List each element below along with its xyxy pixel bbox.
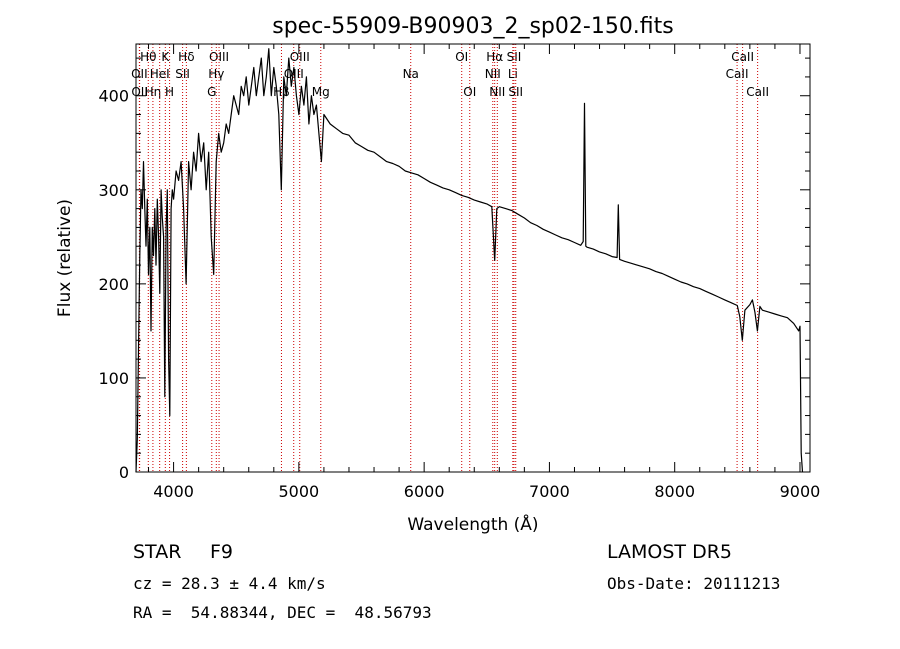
spectral-line-label: SII	[507, 50, 522, 64]
spectral-line-label: H	[165, 85, 174, 99]
x-tick-label: 4000	[153, 482, 194, 501]
y-tick-label: 0	[119, 463, 129, 482]
spectral-line-label: SII	[508, 85, 523, 99]
spectral-line-label: NII	[489, 85, 505, 99]
survey-release: LAMOST DR5	[607, 541, 732, 563]
x-tick-label: 8000	[654, 482, 695, 501]
chart-title: spec-55909-B90903_2_sp02-150.fits	[272, 14, 674, 39]
y-tick-label: 300	[98, 181, 129, 200]
spectral-line-label: K	[161, 50, 170, 64]
y-tick-label: 400	[98, 87, 129, 106]
spectral-line-label: Li	[508, 67, 518, 81]
spectral-line-label: Hδ	[178, 50, 194, 64]
spectral-line-label: OIII	[209, 50, 229, 64]
spectral-line-label: Hθ	[140, 50, 156, 64]
x-tick-label: 5000	[279, 482, 320, 501]
spectral-line-label: CaII	[731, 50, 754, 64]
x-tick-label: 9000	[780, 482, 821, 501]
spectral-line-label: NII	[485, 67, 501, 81]
spectral-line-label: Mg	[312, 85, 330, 99]
spectral-line-label: Hη	[145, 85, 162, 99]
spectral-line-label: OIII	[290, 50, 310, 64]
spectral-line-label: Hγ	[208, 67, 224, 81]
spectral-line-label: G	[207, 85, 216, 99]
y-tick-label: 200	[98, 275, 129, 294]
sky-coordinates: RA = 54.88344, DEC = 48.56793	[133, 603, 432, 622]
spectral-line-label: OI	[463, 85, 476, 99]
spectral-line-label: OI	[455, 50, 468, 64]
y-tick-label: 100	[98, 369, 129, 388]
spectral-line-label: OIII	[284, 67, 304, 81]
spectrum-series-line	[135, 48, 804, 473]
object-subclass: F9	[210, 541, 234, 563]
observation-date: Obs-Date: 20111213	[607, 574, 781, 593]
spectral-line-label: Na	[403, 67, 419, 81]
x-axis-label: Wavelength (Å)	[407, 513, 538, 535]
spectral-line-label: HeI	[150, 67, 170, 81]
object-class: STAR	[133, 541, 182, 563]
spectral-line-label: CaII	[746, 85, 769, 99]
x-tick-label: 6000	[404, 482, 445, 501]
spectral-line-label: SII	[175, 67, 190, 81]
x-tick-label: 7000	[529, 482, 570, 501]
plot-frame	[135, 43, 811, 473]
spectral-line-label: CaII	[726, 67, 749, 81]
y-axis-label: Flux (relative)	[55, 199, 75, 317]
spectral-line-label: Hα	[486, 50, 503, 64]
redshift-velocity: cz = 28.3 ± 4.4 km/s	[133, 574, 326, 593]
